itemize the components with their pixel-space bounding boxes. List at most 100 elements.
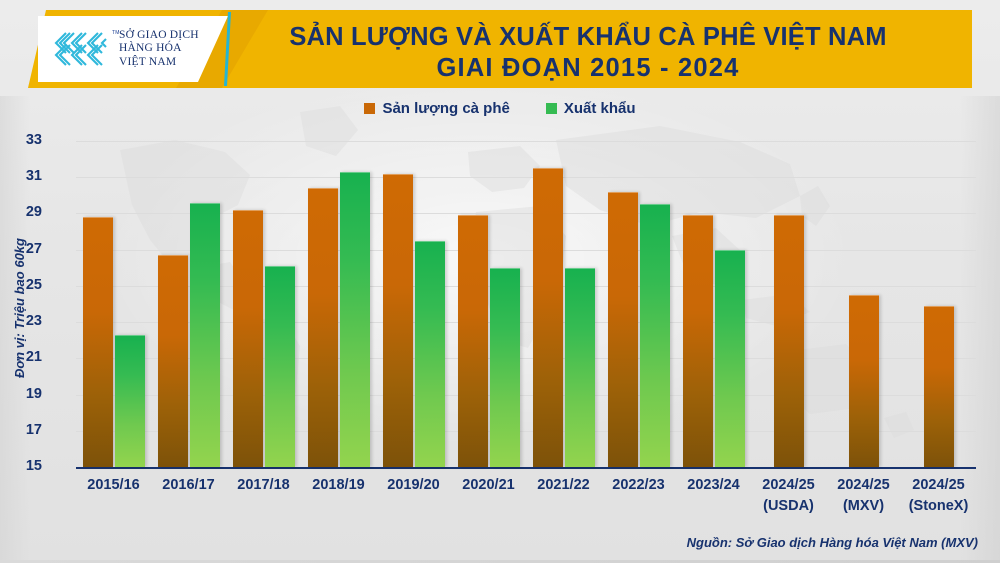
bar-export[interactable] [264,265,295,467]
bar-top-highlight [382,173,413,175]
bar-top-highlight [339,171,370,173]
bar-top-highlight [82,217,113,219]
bar-group [376,141,451,467]
bar-group [226,141,301,467]
bar-production[interactable] [232,209,263,467]
y-axis-tick-label: 31 [25,168,42,185]
legend-swatch-production-icon [364,103,376,114]
footer-rule [0,560,1000,563]
bar-export[interactable] [714,249,745,467]
logo-line-3: VIỆT NAM [119,55,177,68]
bar-top-highlight [189,202,220,204]
x-axis-tick-label: 2022/23 [612,477,665,493]
gridline [76,285,976,287]
y-axis-tick-label: 19 [25,385,42,402]
logo-wordmark: SỞ GIAO DỊCH HÀNG HÓA VIỆT NAM [119,29,199,70]
y-axis-tick-label: 17 [25,421,42,438]
bar-top-highlight [848,294,879,296]
x-axis-tick-label: 2023/24 [687,477,740,493]
x-axis-tick-label: 2021/22 [537,477,590,493]
bar-top-highlight [307,188,338,190]
bar-top-highlight [157,255,188,257]
bar-top-highlight [714,249,745,251]
legend-swatch-export-icon [545,103,557,114]
x-axis-tick-label: 2017/18 [237,477,290,493]
x-axis-tick-label: 2024/25 (USDA) [751,475,826,517]
bar-production[interactable] [382,173,413,467]
bar-production[interactable] [848,294,879,467]
bar-production[interactable] [607,191,638,467]
logo-line-1: SỞ GIAO DỊCH [119,28,199,41]
x-axis-labels: 2015/16 2016/17 2017/18 2018/19 2019/20 2020/… [76,475,976,517]
bar-group [451,141,526,467]
bar-export[interactable] [489,267,520,467]
bar-top-highlight [564,267,595,269]
bar-top-highlight [457,215,488,217]
legend-label-production: Sản lượng cà phê [382,100,510,117]
mxv-maze-logo-icon [52,29,110,69]
bar-production[interactable] [532,168,563,467]
bar-export[interactable] [339,171,370,467]
y-axis-tick-label: 21 [25,349,42,366]
y-axis-tick-label: 15 [25,458,42,474]
y-axis-tick-label: 29 [25,204,42,221]
bar-top-highlight [607,191,638,193]
bar-group [76,141,151,467]
bar-top-highlight [264,265,295,267]
x-axis-tick-label: 2016/17 [162,477,215,493]
bar-top-highlight [414,240,445,242]
bar-group [526,141,601,467]
bar-top-highlight [639,204,670,206]
logo-plate: TM SỞ GIAO DỊCH HÀNG HÓA VIỆT NAM [38,16,228,82]
y-axis-tick-label: 23 [25,313,42,330]
bar-top-highlight [923,305,954,307]
chart-legend: Sản lượng cà phê Xuất khẩu [0,100,1000,117]
gridline [76,322,976,324]
bar-top-highlight [682,215,713,217]
bar-production[interactable] [82,217,113,467]
x-axis-tick-label: 2018/19 [312,477,365,493]
bar-export[interactable] [189,202,220,467]
bar-group [301,141,376,467]
bar-group [676,141,751,467]
title-line-2: GIAI ĐOẠN 2015 - 2024 [436,54,740,82]
x-axis-tick-label: 2019/20 [387,477,440,493]
bar-top-highlight [232,209,263,211]
x-axis-tick-sublabel: (MXV) [842,498,885,514]
gridline [76,249,976,251]
bar-export[interactable] [114,334,145,467]
legend-item-production[interactable]: Sản lượng cà phê [364,100,510,117]
y-axis-tick-label: 25 [25,276,42,293]
title-line-1: SẢN LƯỢNG VÀ XUẤT KHẨU CÀ PHÊ VIỆT NAM [289,23,887,51]
x-axis-tick-label: 2024/25 (MXV) [826,475,901,517]
legend-label-export: Xuất khẩu [563,100,636,117]
bar-export[interactable] [564,267,595,467]
bar-group [751,141,826,467]
bar-production[interactable] [773,215,804,467]
bar-top-highlight [773,215,804,217]
bar-production[interactable] [923,305,954,467]
gridline [76,358,976,360]
bar-production[interactable] [307,188,338,467]
bar-chart: Đơn vị: Triệu bao 60kg 15 17 19 21 23 25 27 29 3… [0,130,1000,550]
bar-production[interactable] [457,215,488,467]
x-axis-tick-sublabel: (StoneX) [908,498,969,514]
bar-top-highlight [114,334,145,336]
x-axis-tick-sublabel: (USDA) [763,498,814,514]
header: TM SỞ GIAO DỊCH HÀNG HÓA VIỆT NAM SẢN LƯ… [28,10,972,88]
gridline [76,177,976,179]
bar-export[interactable] [639,204,670,467]
bar-production[interactable] [157,255,188,467]
y-axis-tick-label: 33 [25,132,42,148]
bar-export[interactable] [414,240,445,467]
bar-top-highlight [532,168,563,170]
gridline [76,141,976,142]
bar-top-highlight [489,267,520,269]
x-axis-tick-label: 2020/21 [462,477,515,493]
legend-item-export[interactable]: Xuất khẩu [545,100,636,117]
bar-group [601,141,676,467]
bar-production[interactable] [682,215,713,467]
gridline [76,394,976,396]
bar-group [901,141,976,467]
